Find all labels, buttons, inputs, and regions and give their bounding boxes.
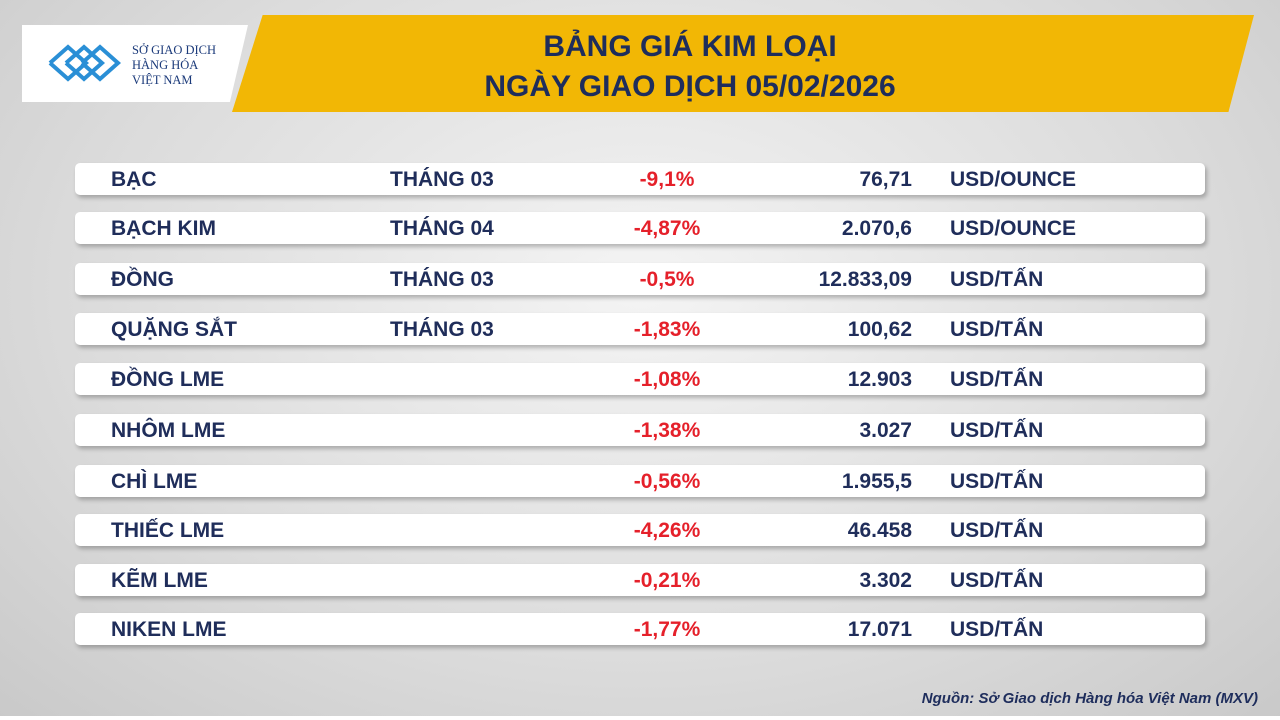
cell-change: -4,26%	[633, 519, 701, 542]
cell-month: THÁNG 04	[390, 217, 494, 240]
logo-text: SỞ GIAO DỊCH	[132, 43, 217, 57]
cell-unit: USD/TẤN	[950, 569, 1044, 592]
cell-price: 46.458	[847, 519, 912, 542]
table-row: THIẾC LME -4,26% 46.458 USD/TẤN	[75, 514, 1205, 546]
table-row: BẠC THÁNG 03 -9,1% 76,71 USD/OUNCE	[75, 163, 1205, 195]
cell-price: 3.302	[859, 569, 912, 592]
cell-unit: USD/TẤN	[950, 268, 1044, 291]
cell-change: -9,1%	[639, 168, 695, 191]
cell-change: -1,38%	[633, 419, 701, 442]
cell-unit: USD/TẤN	[950, 419, 1044, 442]
logo-text: VIỆT NAM	[132, 73, 193, 87]
table-row: KẼM LME -0,21% 3.302 USD/TẤN	[75, 564, 1205, 596]
cell-name: BẠC	[111, 168, 157, 191]
cell-price: 12.903	[847, 368, 912, 391]
source: Nguồn: Sở Giao dịch Hàng hóa Việt Nam (M…	[921, 690, 1258, 707]
cell-change: -0,21%	[633, 569, 701, 592]
logo-text: HÀNG HÓA	[132, 58, 199, 72]
cell-price: 100,62	[847, 318, 912, 341]
cell-change: -1,77%	[633, 618, 701, 641]
cell-unit: USD/OUNCE	[950, 217, 1077, 240]
title-band	[232, 15, 1254, 112]
cell-price: 3.027	[859, 419, 912, 442]
cell-unit: USD/TẤN	[950, 318, 1044, 341]
cell-unit: USD/TẤN	[950, 618, 1044, 641]
cell-unit: USD/OUNCE	[950, 168, 1077, 191]
cell-change: -0,5%	[639, 268, 695, 291]
cell-unit: USD/TẤN	[950, 368, 1044, 391]
divider	[0, 716, 1280, 720]
table-row: ĐỒNG LME -1,08% 12.903 USD/TẤN	[75, 363, 1205, 395]
table-row: ĐỒNG THÁNG 03 -0,5% 12.833,09 USD/TẤN	[75, 263, 1205, 295]
title: NGÀY GIAO DỊCH 05/02/2026	[484, 70, 896, 103]
cell-name: THIẾC LME	[111, 519, 225, 542]
table-row: BẠCH KIM THÁNG 04 -4,87% 2.070,6 USD/OUNCE	[75, 212, 1205, 244]
table-row: NIKEN LME -1,77% 17.071 USD/TẤN	[75, 613, 1205, 645]
cell-change: -0,56%	[633, 470, 701, 493]
cell-price: 1.955,5	[841, 470, 912, 493]
cell-name: BẠCH KIM	[111, 217, 216, 240]
logo-icon	[48, 44, 122, 82]
table-row: QUẶNG SẮT THÁNG 03 -1,83% 100,62 USD/TẤN	[75, 313, 1205, 345]
cell-name: ĐỒNG	[111, 268, 174, 291]
logo: SỞ GIAO DỊCH HÀNG HÓA VIỆT NAM	[22, 25, 248, 102]
cell-name: KẼM LME	[111, 569, 208, 592]
table-row: NHÔM LME -1,38% 3.027 USD/TẤN	[75, 414, 1205, 446]
cell-month: THÁNG 03	[390, 318, 494, 341]
cell-change: -1,08%	[633, 368, 701, 391]
cell-name: NIKEN LME	[111, 618, 227, 641]
cell-name: NHÔM LME	[111, 419, 226, 442]
cell-month: THÁNG 03	[390, 168, 494, 191]
cell-unit: USD/TẤN	[950, 470, 1044, 493]
cell-price: 17.071	[847, 618, 912, 641]
cell-price: 2.070,6	[841, 217, 912, 240]
cell-month: THÁNG 03	[390, 268, 494, 291]
cell-change: -1,83%	[633, 318, 701, 341]
cell-name: ĐỒNG LME	[111, 368, 225, 391]
cell-name: CHÌ LME	[111, 470, 198, 493]
cell-unit: USD/TẤN	[950, 519, 1044, 542]
cell-name: QUẶNG SẮT	[111, 318, 237, 341]
cell-change: -4,87%	[633, 217, 701, 240]
table-row: CHÌ LME -0,56% 1.955,5 USD/TẤN	[75, 465, 1205, 497]
cell-price: 76,71	[859, 168, 912, 191]
cell-price: 12.833,09	[818, 268, 912, 291]
title: BẢNG GIÁ KIM LOẠI	[543, 30, 837, 63]
